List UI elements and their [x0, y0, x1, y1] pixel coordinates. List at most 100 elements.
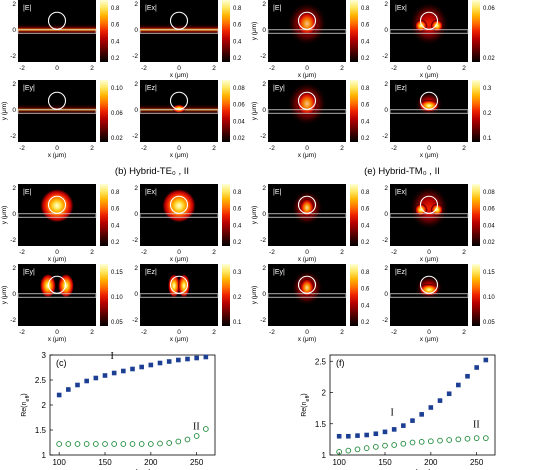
panel-label: (c) [56, 358, 67, 368]
colorbar-tick-label: 0.4 [361, 119, 370, 125]
field-label: |Ey| [273, 85, 285, 92]
x-tick-label: 0 [427, 329, 431, 336]
marker-I [203, 354, 209, 360]
x-axis-label: x (μm) [420, 256, 439, 263]
y-tick-label: 2 [384, 1, 388, 8]
colorbar-tick-label: 0.8 [361, 190, 370, 196]
y-tick-label: -2 [10, 133, 16, 140]
marker-II [74, 441, 81, 447]
field-map-a-0: |E| -2 0 2 2 0 -2 0.8 0.6 0.4 0.2 [10, 0, 120, 72]
colorbar [100, 0, 108, 62]
lobe-left [415, 19, 427, 32]
x-tick-label: -2 [19, 65, 25, 72]
y-tick-label: 2 [42, 401, 47, 410]
field-label: |E| [23, 189, 31, 196]
x-tick-label: 2 [340, 249, 344, 256]
x-axis-label: x (μm) [298, 336, 317, 343]
marker-II [56, 441, 63, 447]
marker-II [464, 435, 471, 442]
y-tick-label: 0 [262, 107, 266, 114]
wire-outline [47, 11, 67, 30]
y-tick-label: -2 [10, 317, 16, 324]
y-tick-label: 2 [262, 1, 266, 8]
field-map-e-15: |Ez| -2 0 2 x (μm) 2 0 -2 0.15 0.10 0.05 [382, 264, 495, 343]
y-tick-label: 2 [134, 265, 138, 272]
x-tick-label: 0 [177, 65, 181, 72]
field-label: |E| [273, 5, 281, 12]
x-tick-label: 2 [462, 65, 466, 72]
colorbar-tick-label: 0.04 [233, 119, 245, 125]
colorbar-tick-label: 0.2 [233, 295, 242, 301]
x-axis-label: x (μm) [170, 336, 189, 343]
marker-I [437, 398, 443, 403]
marker-I [446, 391, 452, 397]
x-tick-label: 0 [177, 249, 181, 256]
y-tick-label: 2 [134, 1, 138, 8]
marker-I [148, 362, 154, 368]
wire-outline [297, 195, 317, 214]
wire-outline [169, 11, 189, 30]
colorbar-tick-label: 0.4 [111, 223, 120, 229]
field-label: |Ey| [273, 269, 285, 276]
y-tick-label: 2 [384, 185, 388, 192]
x-tick-label: 0 [427, 249, 431, 256]
colorbar [350, 184, 358, 246]
y-tick-label: 0 [262, 211, 266, 218]
y-tick-label: -2 [260, 317, 266, 324]
wire-outline [169, 91, 189, 110]
colorbar-tick-label: 0.8 [111, 190, 120, 196]
marker-I [346, 433, 351, 439]
colorbar-tick-label: 0.06 [483, 207, 495, 213]
wire-outline [297, 91, 317, 110]
lobe-right [431, 19, 443, 32]
series-II: II [56, 422, 209, 447]
x-tick-label: 2 [462, 249, 466, 256]
marker-II [354, 446, 361, 453]
wire-outline [297, 11, 317, 30]
map-background [18, 264, 96, 326]
colorbar-tick-label: 0.10 [111, 86, 123, 92]
glow-field [409, 1, 449, 46]
colorbar-tick-label: 0.4 [233, 39, 242, 45]
colorbar-tick-label: 0.8 [361, 6, 370, 12]
colorbar [472, 80, 480, 142]
colorbar-tick-label: 0.06 [111, 111, 123, 117]
colorbar-tick-label: 0.02 [483, 56, 495, 62]
wire-outline [419, 11, 439, 30]
marker-II [400, 440, 407, 447]
marker-I [391, 427, 397, 432]
y-axis-label: y (μm) [251, 286, 258, 305]
marker-I [185, 356, 190, 362]
glow-field [409, 185, 449, 230]
y-tick-label: -2 [132, 317, 138, 324]
marker-I [84, 378, 89, 384]
y-tick-label: 2.5 [315, 357, 327, 366]
field-map-d-6: |Ey| -2 0 2 x (μm) 2 0 -2 y (μm) 0.8 0.6 0.4 0.2 [251, 80, 370, 159]
marker-II [193, 433, 200, 439]
marker-II [409, 439, 416, 446]
x-axis-label: x (μm) [170, 256, 189, 263]
field-map-d-7: |Ez| -2 0 2 x (μm) 2 0 -2 0.3 0.2 0.1 [382, 80, 492, 159]
marker-I [474, 365, 479, 370]
y-tick-label: 0 [134, 211, 138, 218]
x-tick-label: 100 [52, 458, 66, 467]
marker-I [93, 375, 99, 381]
colorbar-tick-label: 0.2 [111, 56, 120, 62]
colorbar-tick-label: 0.4 [361, 303, 370, 309]
x-tick-label: -2 [391, 145, 397, 152]
x-axis-label: x (μm) [298, 256, 317, 263]
field-label: |Ex| [395, 5, 407, 12]
marker-II [147, 441, 154, 447]
colorbar-tick-label: 0.1 [483, 136, 492, 142]
field-maps-layer: |E| -2 0 2 2 0 -2 0.8 0.6 0.4 0.2 |Ex| -2 0 2 x (μm) 2 0 -… [1, 0, 495, 343]
y-axis-label: y (μm) [251, 206, 258, 225]
x-tick-label: 2 [462, 145, 466, 152]
colorbar-tick-label: 0.08 [483, 190, 495, 196]
colorbar-tick-label: 0.8 [233, 6, 242, 12]
y-tick-label: 2 [384, 81, 388, 88]
wire-outline [297, 275, 317, 294]
x-axis-label: x (μm) [48, 256, 67, 263]
x-tick-label: 2 [340, 329, 344, 336]
y-tick-label: 2 [134, 185, 138, 192]
